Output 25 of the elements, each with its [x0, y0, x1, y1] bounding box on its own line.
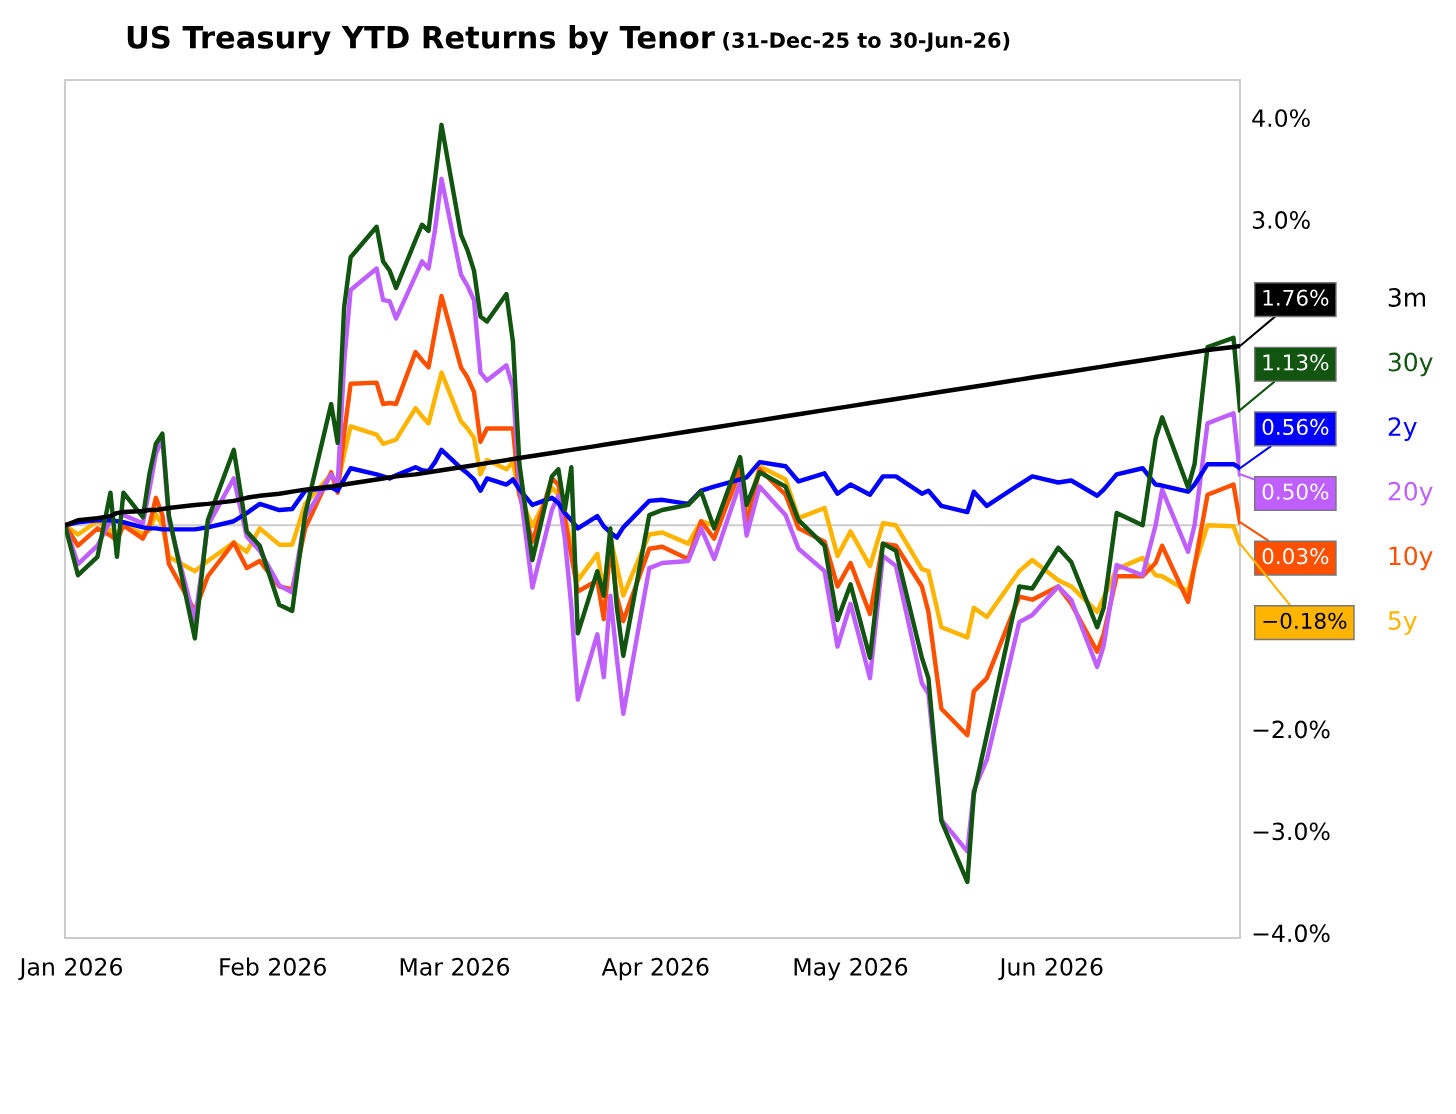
annotation: 1.13%	[1263, 354, 1329, 371]
annotation: 0.56%	[1262, 418, 1329, 436]
x-tick-label: Mar 2026	[400, 957, 510, 976]
y-tick-label: −2.0%	[1253, 720, 1330, 739]
x-tick-label: Jan 2026	[18, 957, 122, 981]
legend-label: 2y	[1388, 417, 1417, 441]
y-tick-label: 3.0%	[1252, 211, 1310, 229]
y-tick-label: −3.0%	[1253, 822, 1330, 841]
annotation: −0.18%	[1263, 612, 1347, 629]
legend-label: 20y	[1388, 481, 1433, 506]
annotation: 0.50%	[1262, 483, 1329, 500]
legend-label: 10y	[1389, 546, 1433, 571]
legend-label: 5y	[1388, 611, 1417, 635]
x-tick-label: Apr 2026	[601, 957, 709, 981]
x-tick-label: Jun 2026	[998, 957, 1103, 981]
legend-label: 30y	[1388, 352, 1433, 377]
legend-label: 3m	[1388, 287, 1426, 307]
x-tick-label: Feb 2026	[220, 957, 326, 976]
x-tick-label: May 2026	[794, 957, 908, 981]
chart-subtitle: (31-Dec-25 to 30-Jun-26)	[723, 31, 1010, 52]
annotation: 1.76%	[1263, 289, 1329, 306]
y-tick-label: 4.0%	[1252, 109, 1310, 128]
chart-title: US Treasury YTD Returns by Tenor	[127, 25, 715, 55]
annotation: 0.03%	[1262, 548, 1329, 565]
y-tick-label: −4.0%	[1253, 924, 1330, 943]
